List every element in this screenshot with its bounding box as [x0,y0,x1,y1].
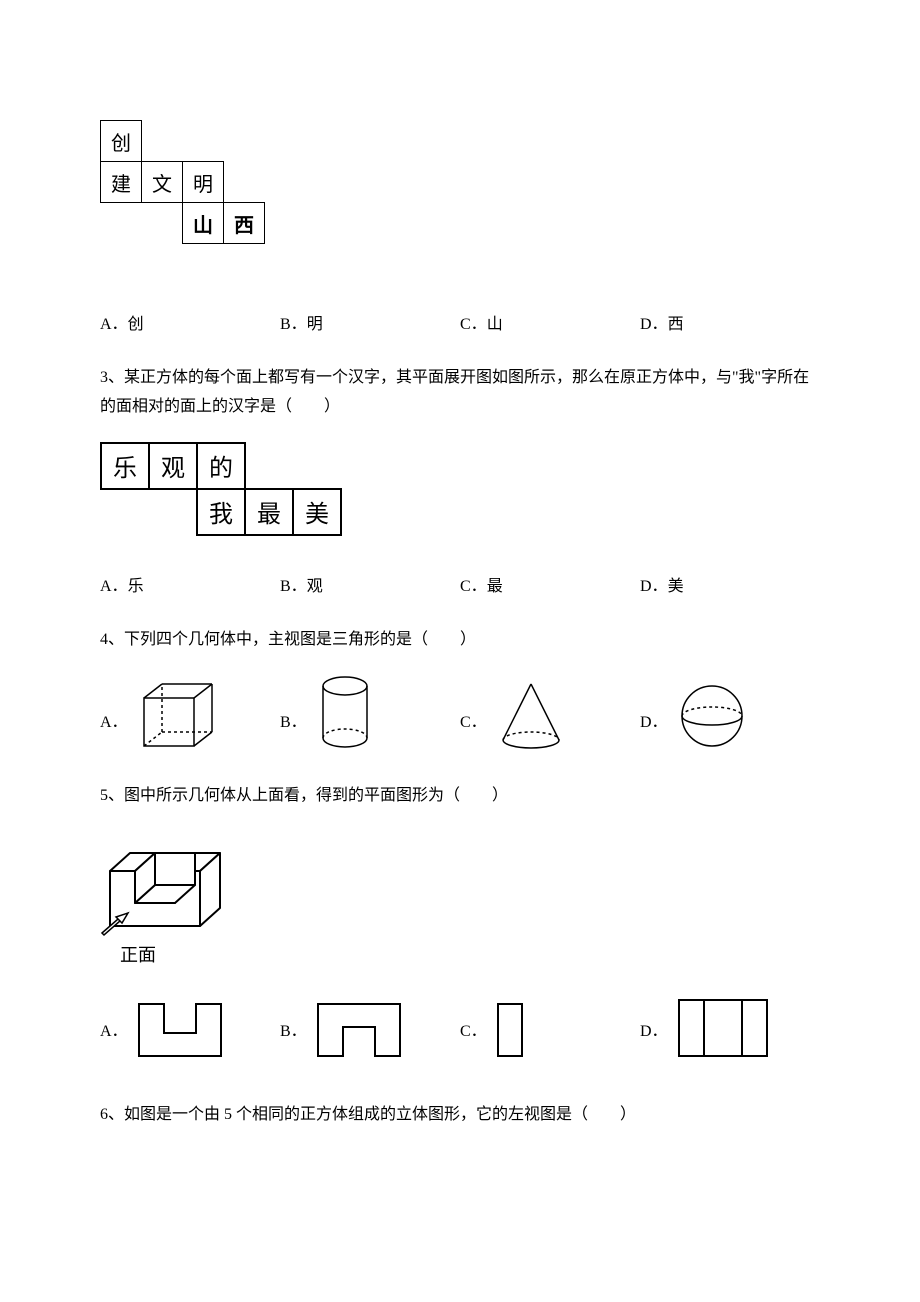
opt-label: C． [460,1017,487,1061]
rect-icon [495,1001,535,1061]
q5-solid-figure: 正面 [100,831,820,967]
cell-text: 明 [193,168,213,197]
cell-mei: 美 [292,488,342,536]
q5-opt-d: D． [640,997,820,1061]
cell-text: 我 [209,494,233,529]
q2-opt-d: D．西 [640,310,820,334]
opt-label: D． [640,708,668,752]
opt-text: 山 [487,316,503,333]
opt-text: 西 [668,316,684,333]
opt-text: 观 [307,578,323,595]
cell-ming: 明 [182,161,224,203]
q5-opt-a: A． [100,1001,280,1061]
page: 创 建 文 明 山 西 A．创 B．明 C．山 D．西 3、某正方体的每个面上都… [0,0,920,1302]
cylinder-icon [315,674,375,752]
cell-text: 山 [193,209,213,238]
q3-opt-a: A．乐 [100,572,280,596]
opt-label: D． [640,1017,668,1061]
q5-text: 5、图中所示几何体从上面看，得到的平面图形为（ ） [100,782,820,811]
opt-label: A． [100,708,128,752]
q6-text: 6、如图是一个由 5 个相同的正方体组成的立体图形，它的左视图是（ ） [100,1101,820,1130]
cell-jian: 建 [100,161,142,203]
q4-text: 4、下列四个几何体中，主视图是三角形的是（ ） [100,626,820,655]
sphere-icon [676,680,748,752]
cell-text: 乐 [113,448,137,483]
cell-text: 西 [234,209,254,238]
cell-text: 文 [152,168,172,197]
opt-text: 最 [487,578,503,595]
opt-label: A． [100,1017,128,1061]
q4-shape-d: D． [640,680,820,752]
opt-label: C． [460,708,487,752]
cell-xi: 西 [223,202,265,244]
q5-options: A． B． C． D． [100,997,820,1061]
q5-front-label: 正面 [120,941,820,967]
cell-text: 最 [257,494,281,529]
opt-text: 美 [668,578,684,595]
q5-opt-b: B． [280,1001,460,1061]
cube-icon [136,680,216,752]
u-up-icon [136,1001,226,1061]
cell-text: 的 [209,448,233,483]
three-rect-icon [676,997,772,1061]
cell-de: 的 [196,442,246,490]
q3-cube-net: 乐 观 的 我 最 美 [100,442,380,542]
opt-text: 创 [128,316,144,333]
u-block-icon [100,831,240,941]
cell-text: 建 [111,168,131,197]
opt-label: B． [280,708,307,752]
cell-text: 美 [305,494,329,529]
q2-opt-b: B．明 [280,310,460,334]
cone-icon [495,680,567,752]
q3-opt-b: B．观 [280,572,460,596]
cell-text: 观 [161,448,185,483]
opt-label: B． [280,1017,307,1061]
q4-shape-b: B． [280,674,460,752]
q5-opt-c: C． [460,1001,640,1061]
cell-zui: 最 [244,488,294,536]
q4-shapes: A． B． [100,674,820,752]
q3-text: 3、某正方体的每个面上都写有一个汉字，其平面展开图如图所示，那么在原正方体中，与… [100,364,820,422]
q2-opt-c: C．山 [460,310,640,334]
q3-opt-d: D．美 [640,572,820,596]
q3-options: A．乐 B．观 C．最 D．美 [100,572,820,596]
cell-guan: 观 [148,442,198,490]
q2-opt-a: A．创 [100,310,280,334]
q2-options: A．创 B．明 C．山 D．西 [100,310,820,334]
opt-text: 明 [307,316,323,333]
q4-shape-c: C． [460,680,640,752]
cell-shan: 山 [182,202,224,244]
cell-text: 创 [111,127,131,156]
q4-shape-a: A． [100,680,280,752]
opt-text: 乐 [128,578,144,595]
q2-cube-net: 创 建 文 明 山 西 [100,120,300,270]
u-down-icon [315,1001,405,1061]
cell-le: 乐 [100,442,150,490]
cell-wo: 我 [196,488,246,536]
cell-wen: 文 [141,161,183,203]
cell-chuang: 创 [100,120,142,162]
q3-opt-c: C．最 [460,572,640,596]
